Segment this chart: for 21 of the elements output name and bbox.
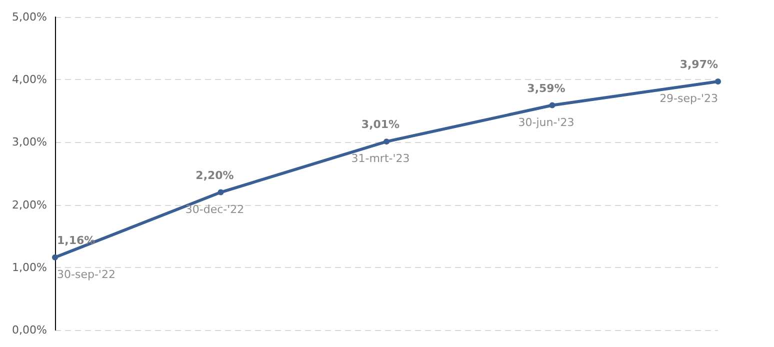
y-tick-label: 3,00% xyxy=(12,136,47,149)
point xyxy=(384,138,390,145)
data-label: 2,20% xyxy=(196,168,234,182)
point xyxy=(715,78,721,84)
x-tick-label: 31-mrt-'23 xyxy=(351,152,410,166)
point xyxy=(52,254,58,260)
data-label: 3,97% xyxy=(680,58,718,71)
y-tick-label: 5,00% xyxy=(12,10,47,24)
data-label: 3,59% xyxy=(527,82,566,95)
point xyxy=(218,189,224,196)
y-tick-label: 1,00% xyxy=(12,260,47,274)
data-label: 3,01% xyxy=(361,118,400,132)
x-tick-label: 29-sep-'23 xyxy=(660,92,718,105)
x-tick-label: 30-sep-'22 xyxy=(57,268,116,281)
y-tick-label: 2,00% xyxy=(12,198,47,212)
point xyxy=(549,102,556,108)
y-tick-label: 0,00% xyxy=(12,324,47,336)
x-tick-label: 30-jun-'23 xyxy=(518,116,574,129)
data-label: 1,16% xyxy=(57,234,96,247)
y-tick-label: 4,00% xyxy=(12,73,47,86)
x-tick-label: 30-dec-'22 xyxy=(185,202,244,216)
